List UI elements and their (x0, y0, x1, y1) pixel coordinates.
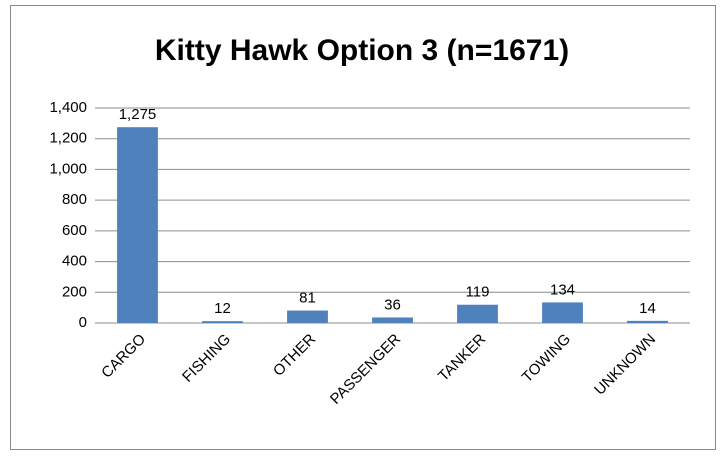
bar (542, 302, 583, 323)
y-tick-label: 800 (62, 191, 87, 208)
data-label: 36 (384, 296, 401, 313)
y-tick-label: 0 (79, 314, 87, 331)
y-tick-label: 200 (62, 283, 87, 300)
bar (287, 310, 328, 323)
y-tick-label: 1,400 (49, 99, 87, 116)
data-label: 14 (639, 300, 656, 317)
data-label: 12 (214, 300, 231, 317)
bar (457, 304, 498, 323)
data-label: 134 (550, 281, 575, 298)
y-tick-label: 1,200 (49, 130, 87, 147)
bar (627, 320, 668, 323)
chart-title: Kitty Hawk Option 3 (n=1671) (155, 34, 569, 67)
data-label: 119 (466, 284, 490, 301)
y-tick-label: 400 (62, 253, 87, 270)
bar (202, 321, 243, 323)
bar (372, 317, 413, 323)
data-label: 1,275 (119, 106, 157, 123)
data-label: 81 (299, 290, 316, 307)
bar (117, 127, 158, 323)
y-tick-label: 600 (62, 222, 87, 239)
y-tick-label: 1,000 (49, 160, 87, 177)
